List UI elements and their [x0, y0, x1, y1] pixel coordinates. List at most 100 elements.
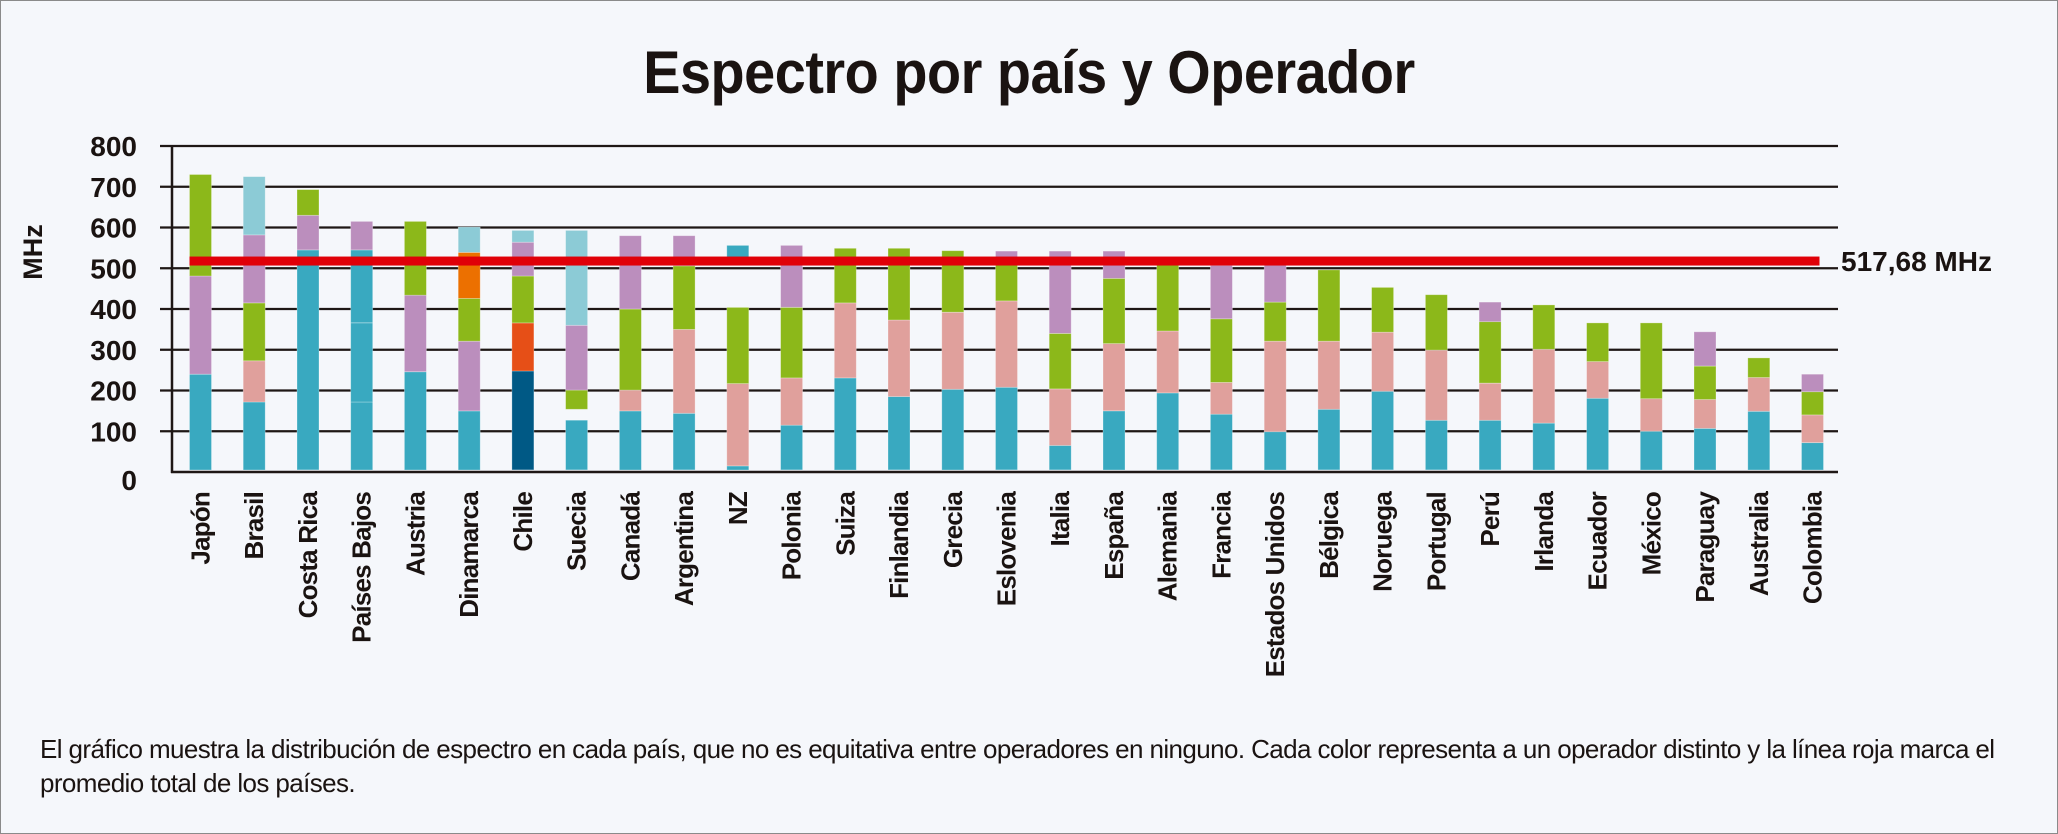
bar-grecia [941, 250, 965, 471]
bar-segment [726, 383, 750, 467]
x-tick-label: Canadá [615, 491, 645, 581]
bar-segment [511, 370, 535, 471]
axes [170, 146, 1838, 474]
bar-segment [833, 247, 857, 304]
bar-segment [1639, 322, 1663, 400]
bar-segment [1263, 431, 1287, 471]
y-tick-label: 100 [90, 416, 137, 447]
bar-segment [1478, 301, 1502, 323]
bar-segment [1210, 413, 1233, 471]
bar-segment [457, 226, 481, 253]
bar-segment [242, 401, 266, 471]
bar-segment [1693, 365, 1717, 400]
bar-segment [1048, 388, 1072, 446]
bar-segment [1639, 398, 1663, 432]
bar-segment [833, 377, 857, 471]
y-axis-label: MHz [18, 224, 48, 280]
average-label: 517,68 MHz [1841, 246, 1992, 277]
x-tick-label: Ecuador [1583, 491, 1613, 590]
bar-segment [1801, 442, 1824, 471]
bar-segment [887, 396, 911, 471]
bar-nz [726, 244, 750, 471]
bar-segment [1747, 357, 1771, 378]
bar-segment [565, 229, 588, 326]
bar-segment [350, 322, 374, 403]
bar-segment [1210, 318, 1233, 383]
x-tick-label: Portugal [1421, 492, 1451, 591]
bar-segment [1586, 397, 1609, 471]
bar-segment [887, 247, 911, 321]
bar-segment [457, 297, 481, 342]
x-tick-label: Dinamarca [454, 491, 484, 618]
bar-segment [1801, 373, 1824, 393]
bar-segment [350, 220, 374, 251]
x-tick-label: Irlanda [1529, 491, 1559, 572]
bar-segment [1586, 361, 1609, 399]
bar-segment [457, 340, 481, 412]
bar-segment [1693, 331, 1717, 367]
bar-segment [565, 419, 588, 471]
x-tick-label: Países Bajos [347, 492, 377, 643]
bar-suiza [833, 247, 857, 471]
bar-segment [941, 250, 965, 313]
bar-segment [511, 275, 535, 324]
chart-title: Espectro por país y Operador [643, 39, 1415, 106]
x-tick-label: España [1099, 491, 1129, 580]
bar-canadá [619, 235, 642, 471]
x-tick-label: Francia [1206, 491, 1236, 579]
bar-segment [1478, 321, 1502, 384]
bar-segment [242, 234, 266, 304]
bar-segment [1263, 340, 1287, 433]
bar-segment [1317, 269, 1341, 342]
bar-perú [1478, 301, 1502, 471]
bar-segment [189, 275, 212, 375]
x-tick-label: Japón [186, 492, 216, 565]
x-axis-labels: Japón Brasil Costa Rica Países Bajos Austria… [186, 491, 1828, 678]
x-tick-label: Austria [400, 491, 430, 576]
bar-segment [619, 308, 642, 391]
bar-segment [1210, 381, 1233, 415]
x-tick-label: Australia [1744, 491, 1774, 596]
bar-irlanda [1532, 304, 1556, 471]
bar-segment [672, 328, 696, 414]
bar-segment [941, 388, 965, 471]
x-tick-label: Italia [1045, 491, 1075, 547]
bar-japón [189, 174, 212, 471]
bar-segment [1317, 340, 1341, 410]
bar-segment [726, 465, 750, 471]
x-tick-label: Argentina [669, 491, 699, 606]
bar-segment [672, 412, 696, 471]
bar-costa-rica [296, 189, 320, 471]
bar-segment [1156, 392, 1180, 471]
bar-francia [1210, 264, 1233, 471]
bar-segment [1478, 382, 1502, 421]
bar-segment [1102, 277, 1126, 344]
x-tick-label: Grecia [938, 491, 968, 568]
bar-segment [1801, 414, 1824, 443]
bar-segment [1532, 422, 1556, 471]
bar-segment [1532, 304, 1556, 350]
bar-segment [296, 214, 320, 251]
bar-noruega [1371, 286, 1394, 471]
bar-alemania [1156, 259, 1180, 471]
bar-segment [780, 377, 803, 426]
bar-segment [1156, 330, 1180, 394]
average-line [189, 256, 1820, 266]
bar-polonia [780, 244, 803, 471]
chart-caption: El gráfico muestra la distribución de es… [40, 734, 1995, 798]
stacked-bar-chart: 0 100 200 300 400 500 600 700 800 MHz 517,68 MHz… [18, 131, 1992, 678]
bar-segment [1102, 410, 1126, 471]
bar-segment [1425, 349, 1448, 421]
bar-segment [780, 424, 803, 471]
x-tick-label: Polonia [777, 491, 807, 581]
bar-segment [403, 371, 427, 471]
bar-segment [1801, 391, 1824, 416]
bar-estados-unidos [1263, 264, 1287, 471]
bar-segment [1317, 408, 1341, 471]
x-tick-label: Brasil [239, 492, 269, 559]
bar-segment [619, 389, 642, 412]
bar-colombia [1801, 373, 1824, 471]
x-tick-label: Paraguay [1690, 491, 1720, 603]
x-tick-label: Eslovenia [992, 491, 1022, 607]
x-tick-label: Colombia [1798, 491, 1828, 604]
